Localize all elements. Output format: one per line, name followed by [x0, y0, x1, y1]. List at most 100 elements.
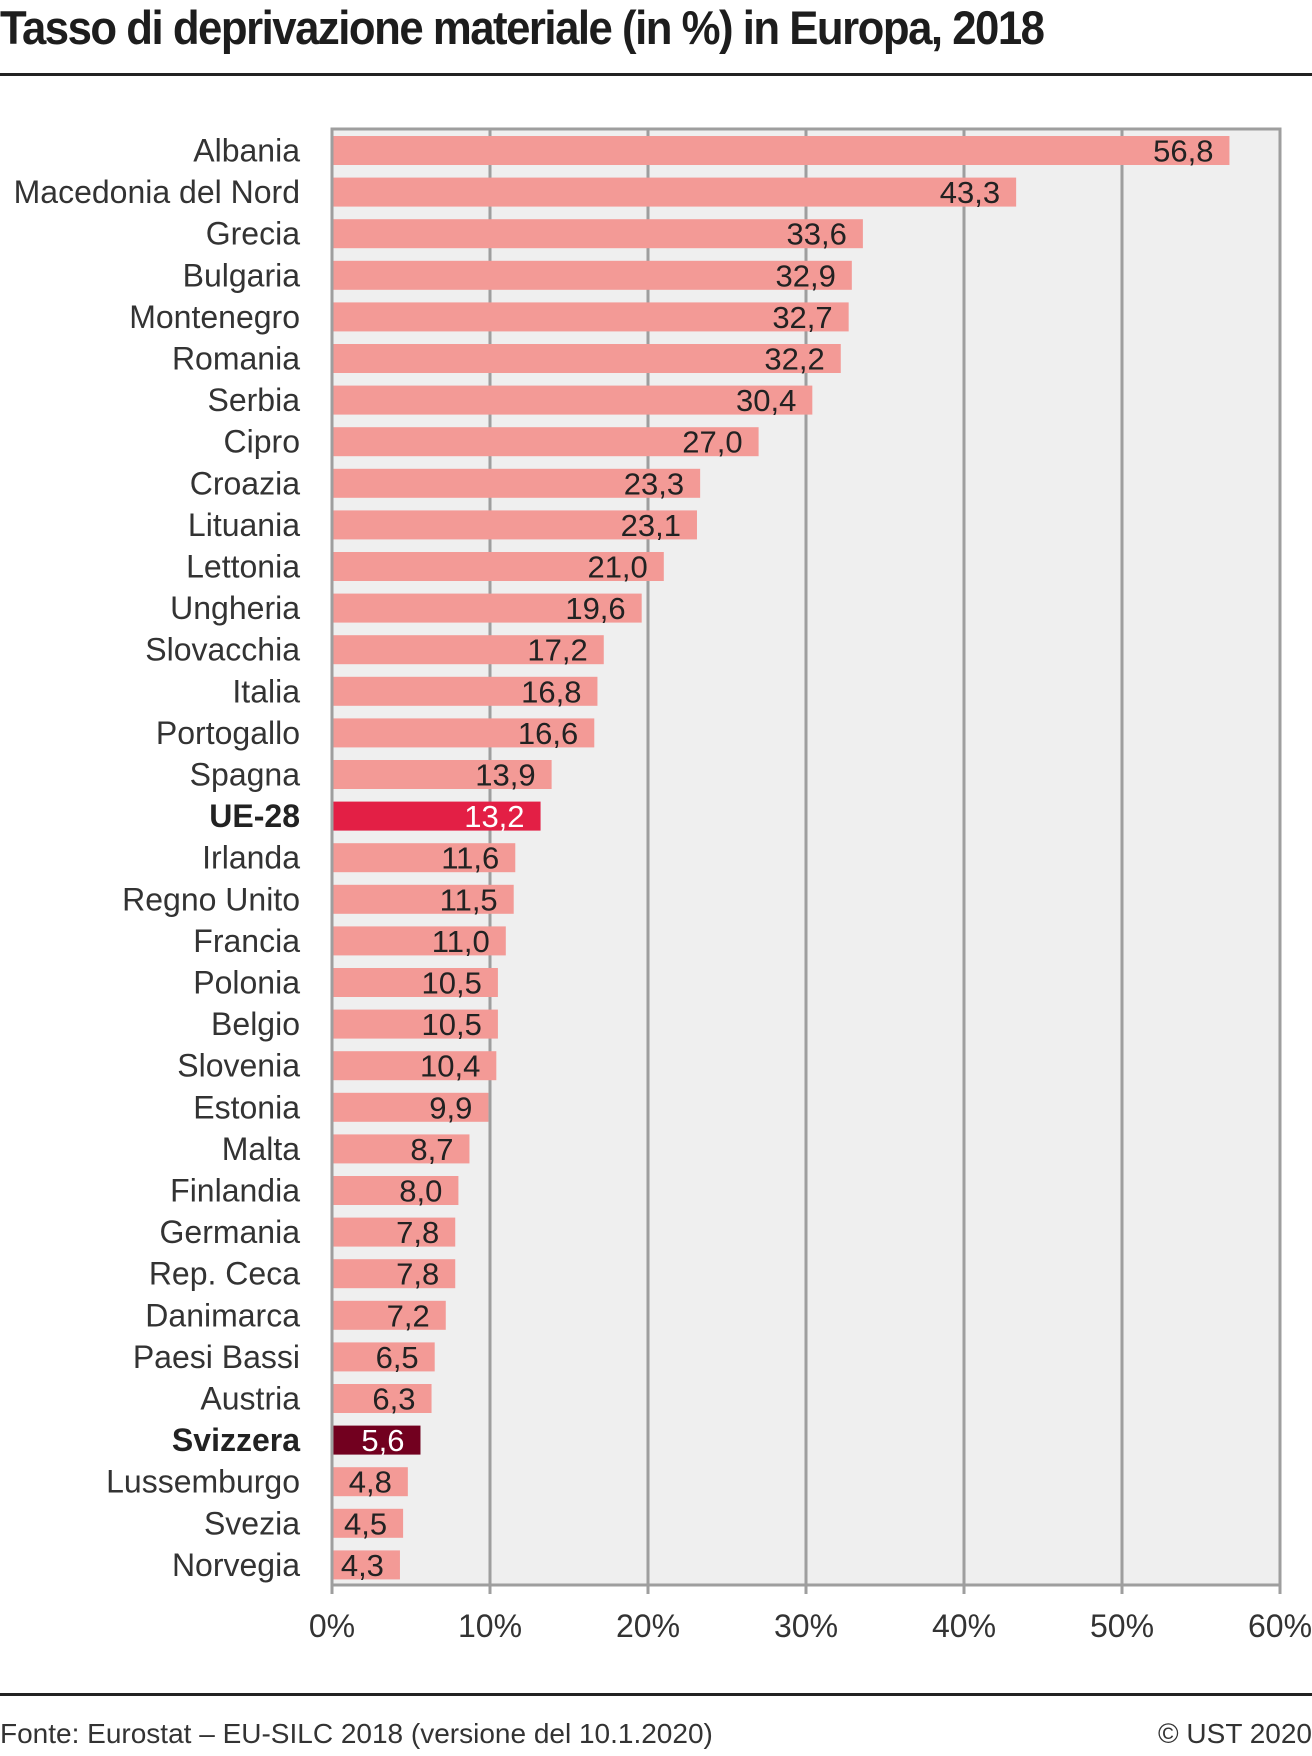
value-label: 11,5 — [440, 882, 498, 917]
x-tick-label: 60% — [1248, 1608, 1312, 1644]
value-label: 10,5 — [422, 1007, 482, 1042]
value-label: 10,4 — [420, 1049, 480, 1084]
bar — [333, 552, 664, 581]
value-label: 23,3 — [624, 466, 684, 501]
bar — [333, 510, 697, 540]
category-label: Albania — [193, 133, 300, 169]
category-label: Grecia — [206, 216, 300, 252]
bar — [333, 385, 813, 415]
value-labels: 56,8 43,3 33,6 32,9 32,7 32,2 30,4 27,0 23,3 23,1… — [341, 134, 1214, 1583]
bar — [333, 1009, 498, 1039]
value-label: 10,5 — [422, 966, 482, 1001]
value-label: 6,5 — [376, 1340, 419, 1375]
value-label: 33,6 — [787, 217, 847, 252]
category-label: Danimarca — [145, 1297, 300, 1333]
value-label: 16,6 — [518, 716, 578, 751]
value-label: 43,3 — [940, 175, 1000, 210]
category-label: Portogallo — [156, 715, 300, 751]
value-label: 13,9 — [475, 758, 535, 793]
bar — [333, 884, 514, 914]
value-label: 19,6 — [565, 591, 625, 626]
value-label: 4,5 — [344, 1506, 387, 1541]
category-label: Spagna — [190, 757, 301, 793]
category-label: Austria — [200, 1381, 300, 1417]
category-label: UE-28 — [209, 798, 300, 834]
category-labels: Albania Macedonia del Nord Grecia Bulgaria M… — [14, 133, 301, 1583]
bar — [333, 718, 595, 748]
category-label: Germania — [160, 1214, 301, 1250]
bar — [333, 468, 701, 498]
category-label: Polonia — [193, 965, 300, 1001]
category-label: Belgio — [211, 1006, 300, 1042]
category-label: Rep. Ceca — [149, 1256, 300, 1292]
category-label: Lituania — [188, 507, 300, 543]
value-label: 7,2 — [387, 1298, 430, 1333]
category-label: Svizzera — [172, 1422, 300, 1458]
bar — [333, 635, 604, 665]
value-label: 13,2 — [464, 799, 524, 834]
bar — [333, 1508, 404, 1538]
category-label: Paesi Bassi — [133, 1339, 300, 1375]
category-label: Irlanda — [202, 840, 300, 876]
value-label: 8,0 — [399, 1174, 442, 1209]
bar — [333, 926, 506, 956]
value-label: 5,6 — [361, 1423, 404, 1458]
bar — [333, 344, 841, 373]
bar — [333, 1134, 470, 1164]
category-label: Romania — [172, 341, 300, 377]
x-tick-label: 40% — [932, 1608, 996, 1644]
bar — [333, 1259, 456, 1289]
source-note: Fonte: Eurostat – EU-SILC 2018 (versione… — [0, 1718, 713, 1749]
x-tick-label: 20% — [616, 1608, 680, 1644]
category-label: Estonia — [193, 1089, 300, 1125]
category-label: Serbia — [208, 382, 301, 418]
value-label: 32,9 — [775, 258, 835, 293]
value-label: 7,8 — [396, 1257, 439, 1292]
category-label: Svezia — [204, 1505, 300, 1541]
category-label: Malta — [222, 1131, 300, 1167]
category-label: Francia — [193, 923, 300, 959]
value-label: 27,0 — [682, 425, 742, 460]
x-tick-label: 0% — [309, 1608, 355, 1644]
value-label: 8,7 — [410, 1132, 453, 1167]
category-label: Norvegia — [172, 1547, 300, 1583]
bar — [333, 1051, 497, 1081]
bar — [333, 968, 498, 997]
x-tick-label: 50% — [1090, 1608, 1154, 1644]
category-label: Regno Unito — [122, 881, 300, 917]
bars — [333, 136, 1230, 1580]
value-label: 4,8 — [349, 1465, 392, 1500]
value-label: 32,7 — [772, 300, 832, 335]
category-label: Lussemburgo — [106, 1464, 300, 1500]
bar — [333, 801, 541, 831]
category-label: Cipro — [224, 424, 300, 460]
category-label: Italia — [232, 673, 300, 709]
bar — [333, 177, 1017, 207]
category-label: Lettonia — [186, 549, 300, 585]
bar — [333, 843, 516, 873]
category-label: Ungheria — [170, 590, 300, 626]
bar — [333, 260, 852, 290]
bar — [333, 219, 863, 249]
bar — [333, 1300, 446, 1330]
value-label: 30,4 — [736, 383, 796, 418]
bar — [333, 1342, 435, 1372]
category-label: Macedonia del Nord — [14, 174, 300, 210]
value-label: 32,2 — [764, 342, 824, 377]
value-label: 21,0 — [587, 550, 647, 585]
bar — [333, 760, 552, 789]
copyright-note: © UST 2020 — [1158, 1718, 1312, 1749]
x-tick-label: 30% — [774, 1608, 838, 1644]
value-label: 16,8 — [521, 674, 581, 709]
value-label: 56,8 — [1153, 134, 1213, 169]
bar — [333, 302, 849, 332]
category-label: Montenegro — [129, 299, 300, 335]
bar — [333, 1384, 432, 1413]
bar — [333, 1217, 456, 1247]
value-label: 23,1 — [621, 508, 681, 543]
value-label: 9,9 — [429, 1090, 472, 1125]
category-label: Slovacchia — [145, 632, 300, 668]
value-label: 17,2 — [527, 633, 587, 668]
category-label: Slovenia — [177, 1048, 300, 1084]
x-tick-label: 10% — [458, 1608, 522, 1644]
